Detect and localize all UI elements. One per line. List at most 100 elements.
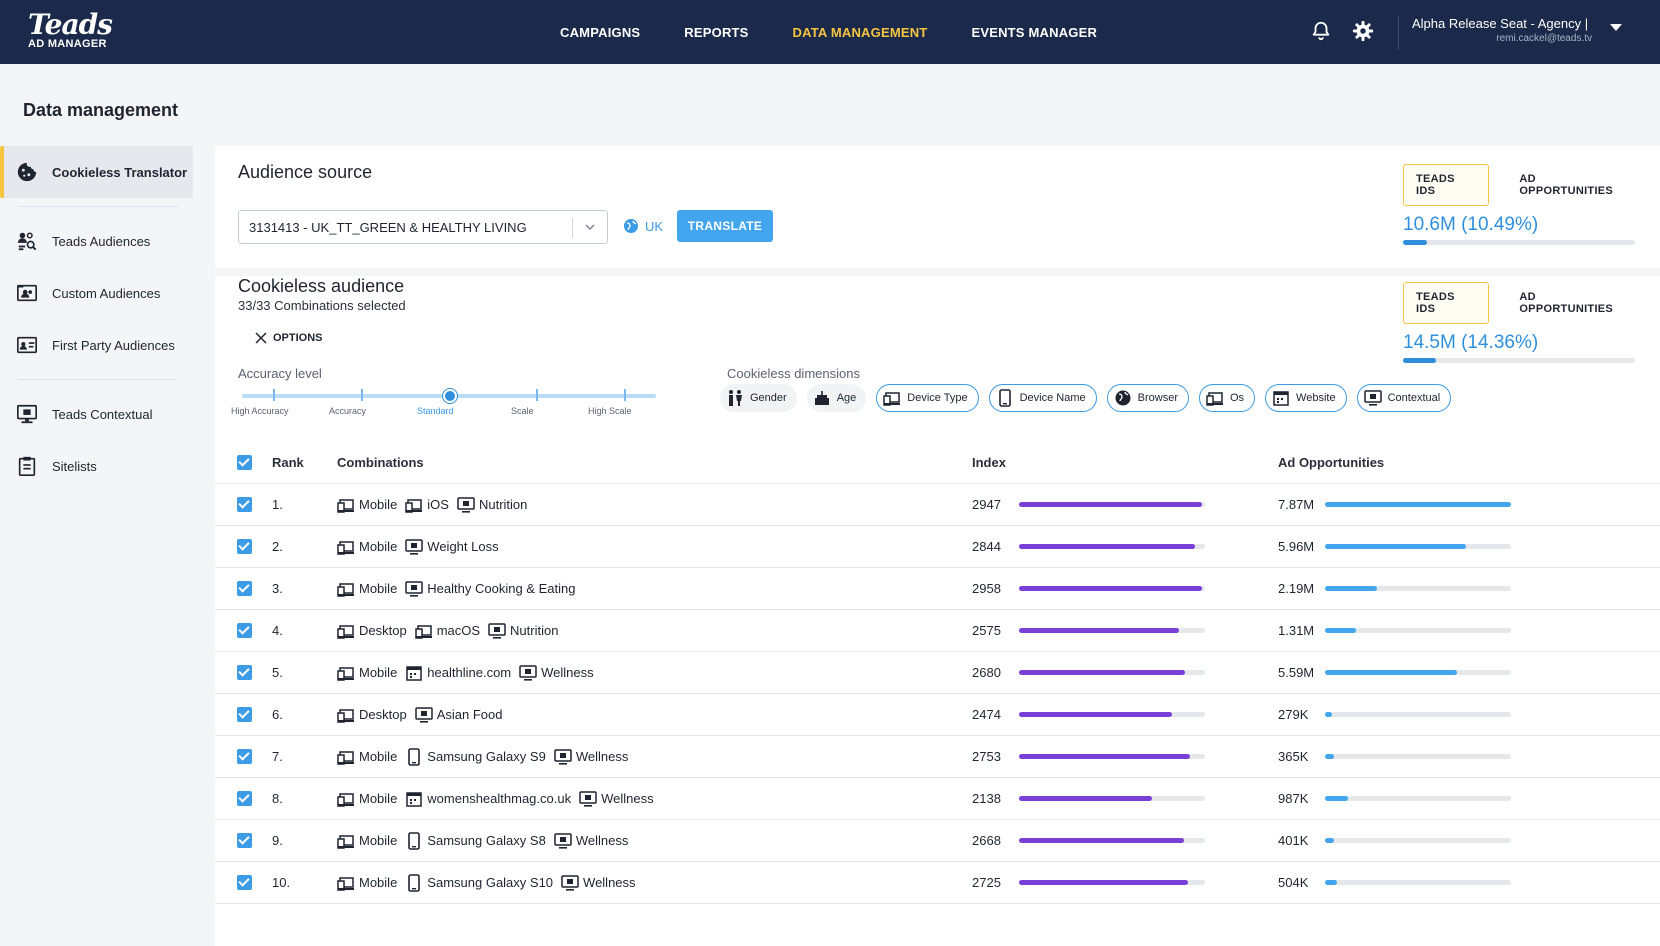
row-checkbox[interactable] bbox=[237, 875, 252, 890]
chip-contextual[interactable]: Contextual bbox=[1356, 384, 1452, 412]
chip-device-name[interactable]: Device Name bbox=[988, 384, 1097, 412]
combination-segment: Healthy Cooking & Eating bbox=[405, 580, 575, 598]
row-checkbox[interactable] bbox=[237, 581, 252, 596]
devices-icon bbox=[337, 538, 355, 556]
chevron-down-icon[interactable] bbox=[583, 220, 597, 234]
table-row[interactable]: 4. Desktop macOS Nutrition 2575 1.31M bbox=[215, 610, 1660, 652]
index-bar-fill bbox=[1019, 838, 1185, 843]
audience-source-panel: Audience source 3131413 - UK_TT_GREEN & … bbox=[215, 146, 1660, 268]
slider-handle[interactable] bbox=[443, 389, 457, 403]
row-combination: Mobile Healthy Cooking & Eating bbox=[337, 580, 575, 598]
accuracy-option[interactable]: Scale bbox=[511, 406, 534, 416]
user-menu[interactable]: Alpha Release Seat - Agency | E remi.cac… bbox=[1398, 16, 1628, 50]
header-combinations[interactable]: Combinations bbox=[337, 455, 424, 470]
cookieless-metric: TEADS IDS AD OPPORTUNITIES 14.5M (14.36%… bbox=[1403, 282, 1643, 363]
table-row[interactable]: 1. Mobile iOS Nutrition 2947 7.87M bbox=[215, 484, 1660, 526]
tab-teads-ids[interactable]: TEADS IDS bbox=[1403, 164, 1490, 206]
nav-reports[interactable]: REPORTS bbox=[684, 24, 749, 40]
tab-ad-opportunities[interactable]: AD OPPORTUNITIES bbox=[1519, 173, 1614, 197]
table-row[interactable]: 7. Mobile Samsung Galaxy S9 Wellness 2753 365… bbox=[215, 736, 1660, 778]
index-bar bbox=[1019, 544, 1205, 549]
phone-icon bbox=[405, 873, 423, 892]
sidebar-item-teads-contextual[interactable]: Teads Contextual bbox=[0, 388, 200, 440]
row-rank: 4. bbox=[272, 623, 283, 638]
monitor-icon bbox=[1363, 390, 1382, 406]
segment-label: Wellness bbox=[583, 875, 636, 890]
row-checkbox[interactable] bbox=[237, 749, 252, 764]
row-ad-opportunities: 5.96M bbox=[1278, 539, 1315, 554]
monitor-icon bbox=[414, 706, 433, 724]
accuracy-option[interactable]: High Accuracy bbox=[231, 406, 289, 416]
chip-browser[interactable]: Browser bbox=[1106, 384, 1189, 412]
monitor-icon bbox=[17, 404, 37, 424]
row-checkbox[interactable] bbox=[237, 623, 252, 638]
accuracy-slider[interactable] bbox=[242, 388, 662, 403]
teads-logo[interactable]: Teads AD MANAGER bbox=[28, 10, 228, 58]
chip-age[interactable]: Age bbox=[806, 384, 867, 412]
chip-website[interactable]: Website bbox=[1265, 384, 1347, 412]
sidebar-item-label: Teads Audiences bbox=[52, 233, 151, 249]
table-row[interactable]: 10. Mobile Samsung Galaxy S10 Wellness 2725 5… bbox=[215, 862, 1660, 904]
devices-icon bbox=[337, 706, 355, 724]
chip-gender[interactable]: Gender bbox=[720, 384, 797, 412]
row-checkbox[interactable] bbox=[237, 539, 252, 554]
row-checkbox[interactable] bbox=[237, 665, 252, 680]
row-index: 2575 bbox=[972, 623, 1001, 638]
geo-selector[interactable]: UK bbox=[623, 218, 663, 234]
index-bar-fill bbox=[1019, 502, 1202, 507]
nav-campaigns[interactable]: CAMPAIGNS bbox=[560, 24, 641, 40]
sidebar-item-sitelists[interactable]: Sitelists bbox=[0, 440, 200, 492]
cookieless-dimensions-label: Cookieless dimensions bbox=[727, 366, 860, 381]
bell-icon[interactable] bbox=[1310, 20, 1332, 42]
row-ad-opportunities: 2.19M bbox=[1278, 581, 1315, 596]
ad-opportunities-bar bbox=[1325, 880, 1511, 885]
ad-opportunities-bar bbox=[1325, 502, 1511, 507]
chip-os[interactable]: Os bbox=[1198, 384, 1256, 412]
ad-opportunities-bar bbox=[1325, 796, 1511, 801]
header-index[interactable]: Index bbox=[972, 455, 1006, 470]
table-row[interactable]: 5. Mobile healthline.com Wellness 2680 5.59M bbox=[215, 652, 1660, 694]
accuracy-option[interactable]: High Scale bbox=[588, 406, 632, 416]
header-ad-opportunities[interactable]: Ad Opportunities bbox=[1278, 455, 1385, 470]
chip-device-type[interactable]: Device Type bbox=[876, 384, 979, 412]
chevron-down-icon[interactable] bbox=[1610, 24, 1622, 31]
gear-icon[interactable] bbox=[1352, 20, 1374, 42]
segment-label: Wellness bbox=[575, 749, 629, 764]
header-rank[interactable]: Rank bbox=[272, 455, 304, 470]
metric-bar-fill bbox=[1403, 358, 1437, 363]
sidebar-item-custom-audiences[interactable]: Custom Audiences bbox=[0, 267, 200, 319]
accuracy-option-selected[interactable]: Standard bbox=[417, 406, 454, 416]
table-row[interactable]: 8. Mobile womenshealthmag.co.uk Wellness 213… bbox=[215, 778, 1660, 820]
devices-icon bbox=[405, 496, 423, 514]
segment-label: Mobile bbox=[359, 581, 398, 596]
select-all-checkbox[interactable] bbox=[237, 455, 252, 470]
table-row[interactable]: 2. Mobile Weight Loss 2844 5.96M bbox=[215, 526, 1660, 568]
table-row[interactable]: 9. Mobile Samsung Galaxy S8 Wellness 2668 401… bbox=[215, 820, 1660, 862]
row-checkbox[interactable] bbox=[237, 497, 252, 512]
devices-icon bbox=[883, 392, 901, 406]
combination-segment: Wellness bbox=[561, 874, 636, 892]
sidebar-item-first-party-audiences[interactable]: First Party Audiences bbox=[0, 319, 200, 371]
row-checkbox[interactable] bbox=[237, 833, 252, 848]
nav-events-manager[interactable]: EVENTS MANAGER bbox=[971, 24, 1098, 40]
table-row[interactable]: 6. Desktop Asian Food 2474 279K bbox=[215, 694, 1660, 736]
tab-ad-opportunities[interactable]: AD OPPORTUNITIES bbox=[1519, 291, 1614, 315]
row-combination: Mobile Samsung Galaxy S9 Wellness bbox=[337, 747, 629, 766]
accuracy-option[interactable]: Accuracy bbox=[329, 406, 367, 416]
sidebar-item-cookieless-translator[interactable]: Cookieless Translator bbox=[0, 146, 193, 198]
row-rank: 6. bbox=[272, 707, 283, 722]
table-body: 1. Mobile iOS Nutrition 2947 7.87M 2. Mobile Wei… bbox=[215, 484, 1660, 904]
combination-segment: Mobile bbox=[337, 790, 397, 808]
table-row[interactable]: 3. Mobile Healthy Cooking & Eating 2958 2.19… bbox=[215, 568, 1660, 610]
segment-label: Mobile bbox=[359, 875, 398, 890]
nav-data-management[interactable]: DATA MANAGEMENT bbox=[792, 24, 928, 40]
options-toggle[interactable]: OPTIONS bbox=[255, 332, 323, 344]
row-checkbox[interactable] bbox=[237, 707, 252, 722]
row-checkbox[interactable] bbox=[237, 791, 252, 806]
tab-teads-ids[interactable]: TEADS IDS bbox=[1403, 282, 1490, 324]
row-ad-opportunities: 504K bbox=[1278, 875, 1309, 890]
audience-select[interactable]: 3131413 - UK_TT_GREEN & HEALTHY LIVING bbox=[238, 210, 608, 244]
index-bar bbox=[1019, 586, 1205, 591]
sidebar-item-teads-audiences[interactable]: Teads Audiences bbox=[0, 215, 200, 267]
translate-button[interactable]: TRANSLATE bbox=[677, 210, 773, 242]
